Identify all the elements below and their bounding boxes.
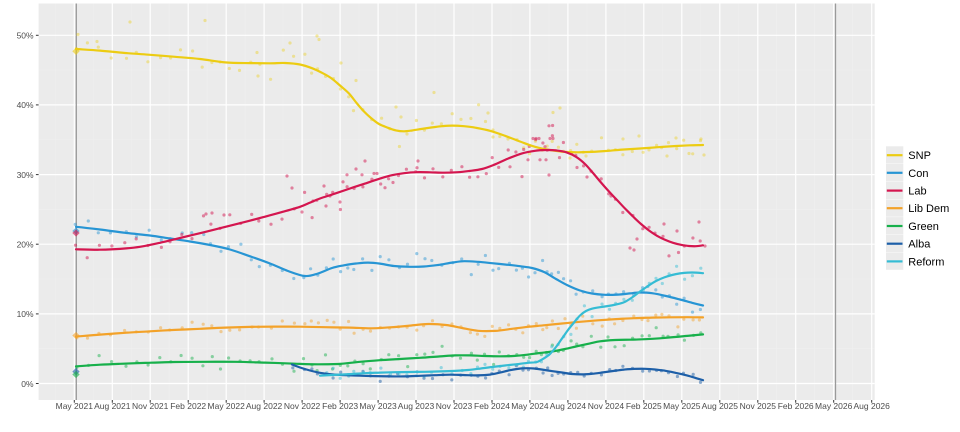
- svg-text:Alba: Alba: [908, 239, 931, 251]
- svg-text:50%: 50%: [17, 31, 34, 41]
- svg-text:10%: 10%: [17, 309, 34, 319]
- svg-text:Nov 2022: Nov 2022: [284, 401, 321, 411]
- svg-text:May 2026: May 2026: [815, 401, 853, 411]
- svg-text:Feb 2022: Feb 2022: [170, 401, 206, 411]
- svg-text:Lib Dem: Lib Dem: [908, 203, 949, 215]
- svg-text:Nov 2024: Nov 2024: [588, 401, 625, 411]
- svg-text:20%: 20%: [17, 240, 34, 250]
- svg-text:40%: 40%: [17, 100, 34, 110]
- svg-text:SNP: SNP: [908, 150, 931, 162]
- svg-text:May 2021: May 2021: [56, 401, 94, 411]
- svg-text:May 2023: May 2023: [359, 401, 397, 411]
- svg-text:Aug 2025: Aug 2025: [702, 401, 739, 411]
- svg-text:Feb 2023: Feb 2023: [322, 401, 358, 411]
- svg-text:Feb 2024: Feb 2024: [474, 401, 510, 411]
- svg-text:May 2025: May 2025: [663, 401, 701, 411]
- svg-text:Aug 2022: Aug 2022: [246, 401, 283, 411]
- svg-text:Lab: Lab: [908, 186, 926, 198]
- svg-text:Aug 2023: Aug 2023: [398, 401, 435, 411]
- svg-text:Feb 2026: Feb 2026: [778, 401, 814, 411]
- svg-text:May 2024: May 2024: [511, 401, 549, 411]
- svg-text:Aug 2026: Aug 2026: [853, 401, 890, 411]
- svg-text:Nov 2025: Nov 2025: [740, 401, 777, 411]
- svg-text:Green: Green: [908, 221, 939, 233]
- svg-text:Aug 2021: Aug 2021: [94, 401, 131, 411]
- svg-text:Nov 2021: Nov 2021: [132, 401, 169, 411]
- svg-text:May 2022: May 2022: [208, 401, 246, 411]
- svg-text:Reform: Reform: [908, 256, 944, 268]
- svg-text:Aug 2024: Aug 2024: [550, 401, 587, 411]
- svg-text:0%: 0%: [21, 379, 34, 389]
- svg-text:Nov 2023: Nov 2023: [436, 401, 473, 411]
- svg-text:Feb 2025: Feb 2025: [626, 401, 662, 411]
- svg-text:Con: Con: [908, 168, 928, 180]
- svg-text:30%: 30%: [17, 170, 34, 180]
